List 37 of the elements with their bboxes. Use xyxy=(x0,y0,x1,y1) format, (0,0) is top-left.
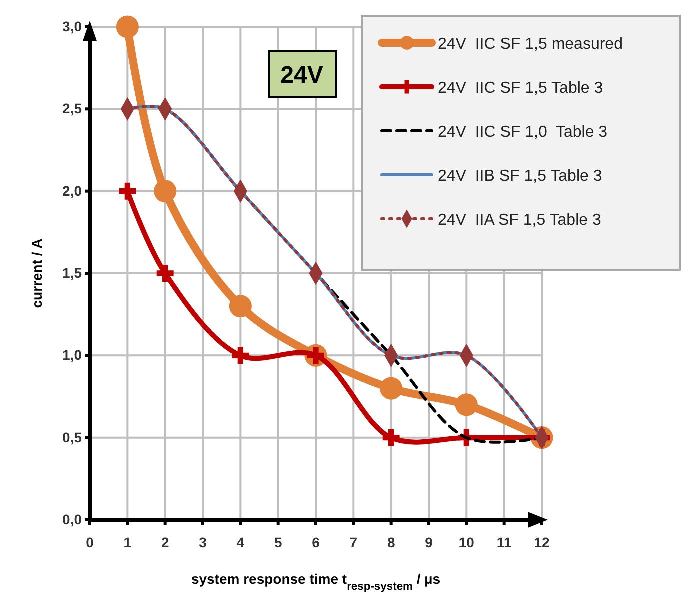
point xyxy=(455,394,478,416)
x-tick-label: 9 xyxy=(425,534,434,551)
x-tick-label: 1 xyxy=(124,534,132,551)
x-tick-label: 0 xyxy=(86,534,94,551)
x-tick-label: 12 xyxy=(534,534,550,551)
point xyxy=(119,182,136,200)
y-tick-label: 3,0 xyxy=(62,18,82,34)
point xyxy=(116,16,139,38)
x-tick-label: 6 xyxy=(312,534,320,551)
y-tick-label: 1,0 xyxy=(62,347,82,364)
x-axis-title: system response time t$_{resp-system}$ / µs xyxy=(191,571,441,593)
legend-label: 24V IIB SF 1,5 Table 3 xyxy=(438,168,602,185)
y-tick-label: 0,5 xyxy=(62,429,82,446)
legend-label: 24V IIC SF 1,5 Table 3 xyxy=(438,80,604,97)
point xyxy=(156,265,174,282)
x-tick-label: 11 xyxy=(496,534,512,551)
x-tick-label: 7 xyxy=(350,534,358,551)
y-tick-label: 2,5 xyxy=(62,100,82,117)
x-tick-label: 3 xyxy=(199,534,208,551)
x-tick-label: 2 xyxy=(161,534,170,551)
y-axis-title: current / A xyxy=(29,238,45,308)
x-tick-label: 5 xyxy=(274,534,282,551)
legend-label: 24V IIC SF 1,0 Table 3 xyxy=(438,124,608,141)
x-tick-label: 4 xyxy=(236,534,245,551)
x-tick-label: 10 xyxy=(458,534,475,551)
point xyxy=(229,295,252,318)
legend-label: 24V IIC SF 1,5 measured xyxy=(438,36,623,53)
annotation: 24V xyxy=(280,62,324,89)
y-tick-label: 0,0 xyxy=(62,511,82,528)
point xyxy=(154,180,177,203)
y-tick-label: 1,5 xyxy=(62,264,82,281)
y-tick-label: 2,0 xyxy=(62,182,82,199)
x-tick-label: 8 xyxy=(387,534,396,551)
point xyxy=(382,429,400,446)
legend-label: 24V IIA SF 1,5 Table 3 xyxy=(438,212,602,229)
point xyxy=(232,347,250,364)
point xyxy=(380,377,403,400)
